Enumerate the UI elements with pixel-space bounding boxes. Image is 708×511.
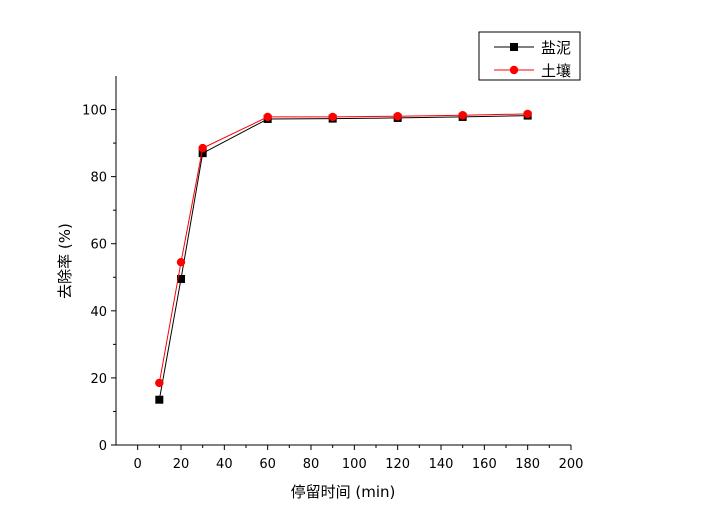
data-point	[198, 149, 207, 158]
x-tick-label: 60	[259, 457, 276, 472]
data-point	[177, 274, 185, 283]
x-tick-label: 0	[134, 457, 142, 472]
x-tick-label: 100	[342, 457, 367, 472]
x-tick-label: 160	[472, 457, 497, 472]
data-point	[155, 395, 164, 404]
series-1	[155, 111, 532, 404]
axes: 0 20 40 60 80 100 0 20 40 60 80 100 120 140 160 180 200	[82, 76, 583, 472]
legend-box	[478, 31, 581, 81]
data-point	[263, 112, 272, 122]
y-tick-label: 80	[90, 171, 107, 186]
x-tick-label: 80	[303, 457, 320, 472]
y-axis-title: 去除率 (%)	[56, 223, 74, 299]
y-tick-label: 40	[90, 305, 107, 320]
data-point	[328, 112, 337, 122]
x-tick-label: 180	[515, 457, 540, 472]
x-tick-label: 20	[173, 457, 190, 472]
x-axis-title: 停留时间 (min)	[291, 483, 396, 501]
data-point	[458, 111, 467, 120]
y-tick-label: 20	[90, 372, 107, 387]
y-tick-label: 100	[82, 104, 107, 119]
data-point	[393, 112, 402, 121]
legend: 盐泥 土壤	[478, 31, 581, 81]
data-point	[523, 109, 532, 119]
series-layer	[155, 109, 532, 404]
y-tick-label: 0	[99, 439, 107, 454]
legend-marker-1	[510, 43, 518, 51]
data-point	[176, 257, 186, 267]
x-tick-label: 40	[216, 457, 233, 472]
legend-label-2: 土壤	[541, 62, 571, 80]
x-tick-label: 120	[385, 457, 410, 472]
legend-marker-2	[509, 65, 519, 75]
y-tick-label: 60	[90, 238, 107, 253]
data-point	[155, 378, 164, 388]
x-tick-label: 200	[559, 457, 584, 472]
series-2	[155, 109, 532, 388]
series-line	[158, 115, 528, 400]
x-tick-label: 140	[429, 457, 454, 472]
series-line	[158, 113, 528, 384]
data-point	[198, 143, 207, 153]
legend-label-1: 盐泥	[541, 39, 571, 57]
